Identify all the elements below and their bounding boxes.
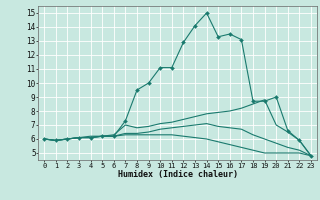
X-axis label: Humidex (Indice chaleur): Humidex (Indice chaleur) <box>118 170 238 179</box>
